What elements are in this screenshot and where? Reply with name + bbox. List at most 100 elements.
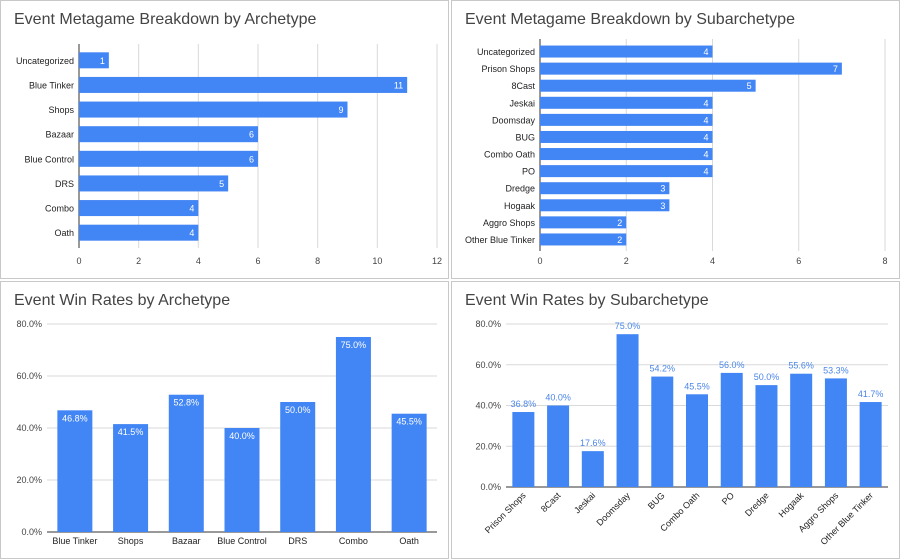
- bar: [540, 113, 713, 126]
- category-label: Combo: [339, 536, 368, 546]
- data-label: 4: [703, 115, 708, 125]
- category-label: Bazaar: [172, 536, 201, 546]
- bar: [540, 216, 627, 229]
- bar: [280, 402, 316, 532]
- chart-panel-archetype-win-rates: Event Win Rates by Archetype 0.0% 20.0% 40…: [0, 281, 449, 559]
- category-label: Bazaar: [45, 130, 74, 140]
- bar: [79, 224, 199, 241]
- y-tick-label: 20.0%: [16, 475, 42, 485]
- category-label: Shops: [118, 536, 144, 546]
- category-label: PO: [720, 490, 736, 506]
- bar: [79, 175, 229, 192]
- bar: [391, 413, 427, 532]
- data-label: 45.5%: [684, 381, 710, 391]
- bar: [540, 79, 756, 92]
- data-label: 54.2%: [650, 364, 676, 374]
- bar-chart-archetype-win-rates: 0.0% 20.0% 40.0% 60.0% 80.0% Blue Tinker 46.8%…: [16, 319, 437, 546]
- chart-title: Event Win Rates by Subarchetype: [465, 292, 709, 309]
- bar: [540, 199, 670, 212]
- category-label: Dredge: [743, 490, 771, 518]
- category-label: DRS: [55, 179, 74, 189]
- y-tick-label: 60.0%: [475, 360, 501, 370]
- chart-panel-archetype-breakdown: Event Metagame Breakdown by Archetype 0 2…: [0, 0, 449, 279]
- y-tick-label: 60.0%: [16, 371, 42, 381]
- data-label: 56.0%: [719, 360, 745, 370]
- category-label: Hogaak: [504, 201, 536, 211]
- y-tick-label: 20.0%: [475, 441, 501, 451]
- category-label: PO: [522, 167, 535, 177]
- data-label: 75.0%: [615, 321, 641, 331]
- category-label: Hogaak: [777, 490, 806, 519]
- data-label: 6: [249, 154, 254, 164]
- data-label: 9: [338, 105, 343, 115]
- category-label: Combo: [45, 204, 74, 214]
- bar: [79, 52, 109, 69]
- y-tick-label: 40.0%: [16, 423, 42, 433]
- data-label: 50.0%: [285, 405, 311, 415]
- bar: [616, 334, 639, 487]
- bar: [540, 148, 713, 161]
- category-label: Jeskai: [509, 98, 535, 108]
- y-tick-label: 0.0%: [21, 527, 42, 537]
- chart-title: Event Metagame Breakdown by Subarchetype: [465, 11, 795, 28]
- bar: [113, 424, 149, 532]
- category-label: Doomsday: [492, 115, 536, 125]
- data-label: 2: [617, 235, 622, 245]
- bar: [755, 385, 778, 487]
- bar: [168, 394, 204, 532]
- category-label: Blue Tinker: [29, 80, 74, 90]
- bar: [540, 96, 713, 109]
- x-tick-label: 6: [255, 256, 260, 266]
- category-label: Dredge: [505, 184, 535, 194]
- category-label: Prison Shops: [483, 490, 528, 535]
- bar: [547, 405, 570, 487]
- category-label: Uncategorized: [477, 47, 535, 57]
- x-tick-label: 0: [537, 256, 542, 266]
- category-label: Shops: [48, 105, 74, 115]
- bar: [512, 412, 535, 487]
- bar: [79, 200, 199, 217]
- bar: [79, 101, 348, 118]
- data-label: 6: [249, 130, 254, 140]
- data-label: 46.8%: [62, 413, 88, 423]
- x-tick-label: 2: [624, 256, 629, 266]
- bar-chart-archetype-breakdown: 0 2 4 6 8 10 12 Uncategorized 1 Blue Tinker 11 Shop…: [16, 44, 442, 266]
- x-tick-label: 12: [432, 256, 442, 266]
- category-label: 8Cast: [539, 490, 563, 514]
- data-label: 5: [747, 81, 752, 91]
- x-tick-label: 8: [315, 256, 320, 266]
- bar: [540, 62, 842, 75]
- data-label: 4: [703, 47, 708, 57]
- data-label: 4: [703, 132, 708, 142]
- data-label: 41.7%: [858, 389, 884, 399]
- bar: [540, 233, 627, 246]
- chart-panel-subarchetype-breakdown: Event Metagame Breakdown by Subarchetype…: [451, 0, 900, 279]
- category-label: Blue Tinker: [52, 536, 97, 546]
- bar: [824, 378, 847, 487]
- bar: [335, 337, 371, 532]
- x-tick-label: 4: [710, 256, 715, 266]
- data-label: 40.0%: [545, 393, 571, 403]
- category-label: Blue Control: [217, 536, 267, 546]
- category-label: Oath: [399, 536, 419, 546]
- category-label: Jeskai: [572, 490, 597, 515]
- x-tick-label: 10: [372, 256, 382, 266]
- category-label: Aggro Shops: [483, 218, 536, 228]
- bar: [540, 182, 670, 195]
- category-label: BUG: [646, 490, 667, 511]
- category-label: DRS: [288, 536, 307, 546]
- data-label: 11: [394, 80, 403, 90]
- chart-panel-subarchetype-win-rates: Event Win Rates by Subarchetype 0.0% 20.0…: [451, 281, 900, 559]
- category-label: Doomsday: [594, 490, 632, 528]
- data-label: 2: [617, 218, 622, 228]
- data-label: 4: [703, 150, 708, 160]
- category-label: Other Blue Tinker: [465, 235, 535, 245]
- data-label: 5: [219, 179, 224, 189]
- bar: [79, 150, 258, 167]
- chart-title: Event Metagame Breakdown by Archetype: [14, 11, 317, 28]
- category-label: Prison Shops: [481, 64, 535, 74]
- x-tick-label: 8: [882, 256, 887, 266]
- category-label: Blue Control: [24, 154, 74, 164]
- data-label: 50.0%: [754, 372, 780, 382]
- y-tick-label: 80.0%: [16, 319, 42, 329]
